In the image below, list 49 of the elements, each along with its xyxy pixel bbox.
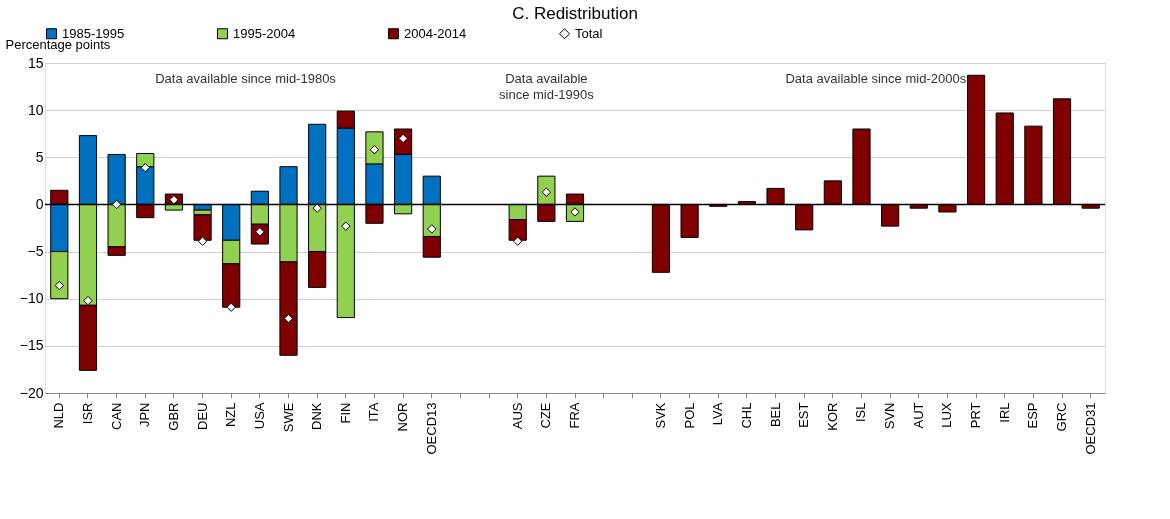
legend-label: 1995-2004 (233, 25, 296, 41)
x-tick-label: LVA (710, 402, 726, 426)
x-tick-label: GRC (1054, 402, 1070, 432)
x-tick-label: PRT (968, 402, 984, 429)
x-tick-label: NZL (223, 402, 239, 428)
y-tick-label: 15 (27, 54, 44, 71)
y-tick-label: −20 (19, 384, 44, 401)
x-tick-label: SWE (280, 402, 296, 433)
y-tick-label: −15 (19, 337, 44, 354)
annotation: Data available since mid-1990s (499, 71, 595, 102)
x-tick-label: CZE (538, 402, 554, 429)
x-tick-label: NLD (51, 402, 67, 429)
x-tick-label: BEL (767, 402, 783, 428)
x-tick-label: IRL (996, 402, 1012, 423)
chart-title: C. Redistribution (512, 4, 638, 23)
x-tick-label: SVK (652, 402, 668, 429)
annotation: Data available since mid-1980s (155, 71, 337, 86)
x-tick-label: CHL (738, 402, 754, 429)
y-tick-label: 5 (35, 148, 44, 165)
x-tick-label: FRA (567, 402, 582, 429)
x-tick-label: DEU (194, 402, 210, 430)
x-tick-label: EST (796, 402, 812, 428)
x-tick-label: KOR (824, 402, 840, 431)
x-tick-label: ISR (79, 402, 95, 425)
x-tick-label: JPN (137, 402, 153, 428)
y-tick-label: −10 (19, 290, 44, 307)
annotation: Data available since mid-2000s (785, 71, 967, 86)
x-tick-label: ESP (1025, 402, 1041, 429)
x-tick-label: ITA (366, 402, 382, 422)
x-tick-label: AUS (509, 402, 525, 430)
x-tick-label: CAN (108, 402, 124, 430)
x-tick-label: OECD13 (423, 402, 439, 455)
y-tick-label: 0 (35, 195, 44, 212)
x-tick-label: SVN (882, 402, 898, 430)
x-tick-label: LUX (939, 402, 955, 428)
x-tick-label: GBR (165, 402, 181, 431)
x-tick-label: OECD31 (1082, 402, 1098, 455)
x-tick-label: ISL (853, 402, 869, 423)
x-tick-label: DNK (309, 402, 325, 430)
y-tick-label: 10 (27, 101, 44, 118)
legend-label: Total (575, 25, 603, 41)
x-tick-label: USA (251, 402, 267, 430)
legend-label: 1985-1995 (62, 25, 125, 41)
x-tick-label: FIN (337, 402, 353, 424)
x-tick-label: AUT (910, 402, 926, 429)
y-tick-label: −5 (27, 243, 44, 260)
x-tick-label: POL (681, 402, 697, 429)
legend-label: 2004-2014 (404, 25, 467, 41)
x-tick-label: NOR (395, 402, 411, 432)
